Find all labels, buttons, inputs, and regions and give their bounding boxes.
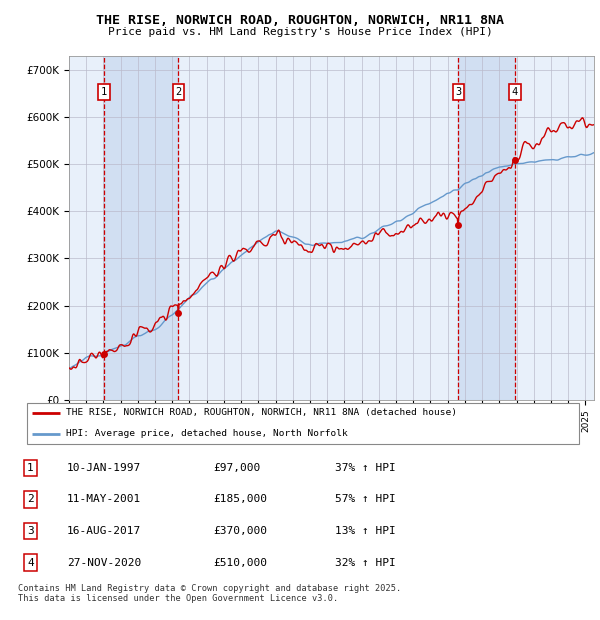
Text: 16-AUG-2017: 16-AUG-2017: [67, 526, 141, 536]
Text: 1: 1: [101, 87, 107, 97]
Text: £185,000: £185,000: [214, 494, 268, 505]
Text: Contains HM Land Registry data © Crown copyright and database right 2025.
This d: Contains HM Land Registry data © Crown c…: [18, 584, 401, 603]
Text: 11-MAY-2001: 11-MAY-2001: [67, 494, 141, 505]
Text: Price paid vs. HM Land Registry's House Price Index (HPI): Price paid vs. HM Land Registry's House …: [107, 27, 493, 37]
Text: £370,000: £370,000: [214, 526, 268, 536]
Text: THE RISE, NORWICH ROAD, ROUGHTON, NORWICH, NR11 8NA (detached house): THE RISE, NORWICH ROAD, ROUGHTON, NORWIC…: [66, 409, 457, 417]
Text: 4: 4: [512, 87, 518, 97]
Text: 13% ↑ HPI: 13% ↑ HPI: [335, 526, 395, 536]
Bar: [458, 56, 515, 400]
Text: 3: 3: [27, 526, 34, 536]
Text: 57% ↑ HPI: 57% ↑ HPI: [335, 494, 395, 505]
Text: HPI: Average price, detached house, North Norfolk: HPI: Average price, detached house, Nort…: [66, 430, 347, 438]
Text: 1: 1: [27, 463, 34, 473]
Text: 37% ↑ HPI: 37% ↑ HPI: [335, 463, 395, 473]
Text: 32% ↑ HPI: 32% ↑ HPI: [335, 557, 395, 567]
Text: THE RISE, NORWICH ROAD, ROUGHTON, NORWICH, NR11 8NA: THE RISE, NORWICH ROAD, ROUGHTON, NORWIC…: [96, 14, 504, 27]
FancyBboxPatch shape: [27, 403, 579, 444]
Text: 10-JAN-1997: 10-JAN-1997: [67, 463, 141, 473]
Bar: [104, 56, 178, 400]
Text: £510,000: £510,000: [214, 557, 268, 567]
Text: 3: 3: [455, 87, 461, 97]
Text: 2: 2: [27, 494, 34, 505]
Text: 27-NOV-2020: 27-NOV-2020: [67, 557, 141, 567]
Text: £97,000: £97,000: [214, 463, 261, 473]
Text: 2: 2: [175, 87, 182, 97]
Text: 4: 4: [27, 557, 34, 567]
